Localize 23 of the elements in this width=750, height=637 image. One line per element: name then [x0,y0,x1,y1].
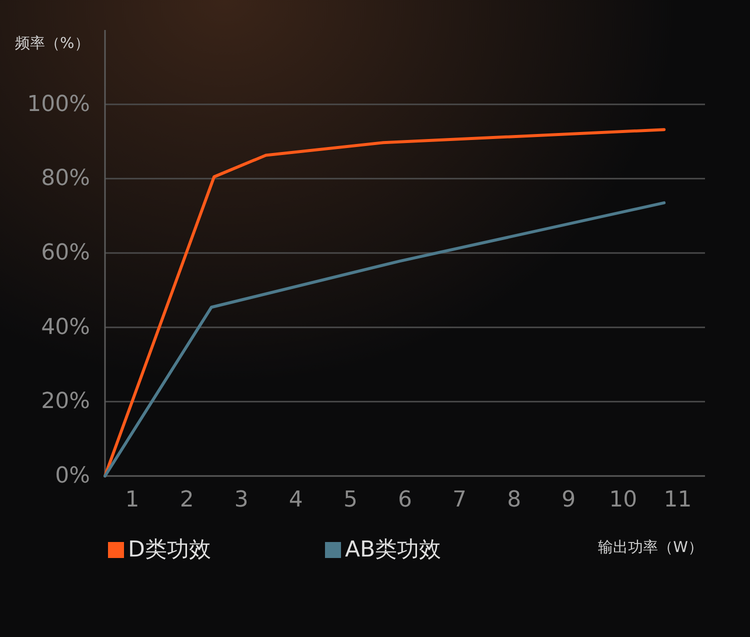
x-tick-label: 8 [507,488,522,512]
y-axis-title: 频率（%） [15,34,90,52]
x-axis-title: 输出功率（W） [598,538,703,556]
x-tick-label: 7 [452,488,467,512]
legend-label: D类功效 [128,538,211,562]
line-series [104,201,666,478]
y-tick-label: 20% [41,389,90,414]
x-tick-label: 3 [234,488,248,512]
legend-label: AB类功效 [345,538,442,562]
y-tick-label: 60% [41,240,90,266]
x-tick-label: 9 [562,488,576,512]
x-tick-label: 4 [288,488,303,512]
x-tick-label: 10 [609,488,638,512]
x-tick-label: 2 [180,488,194,512]
y-tick-label: 40% [41,314,90,340]
x-tick-label: 1 [125,488,140,512]
line-series [104,128,666,478]
y-tick-label: 100% [27,92,90,117]
x-tick-label: 11 [664,488,692,512]
x-tick-label: 6 [398,488,412,512]
y-tick-label: 0% [55,464,90,488]
y-tick-label: 80% [41,166,90,192]
x-tick-label: 5 [343,488,358,512]
